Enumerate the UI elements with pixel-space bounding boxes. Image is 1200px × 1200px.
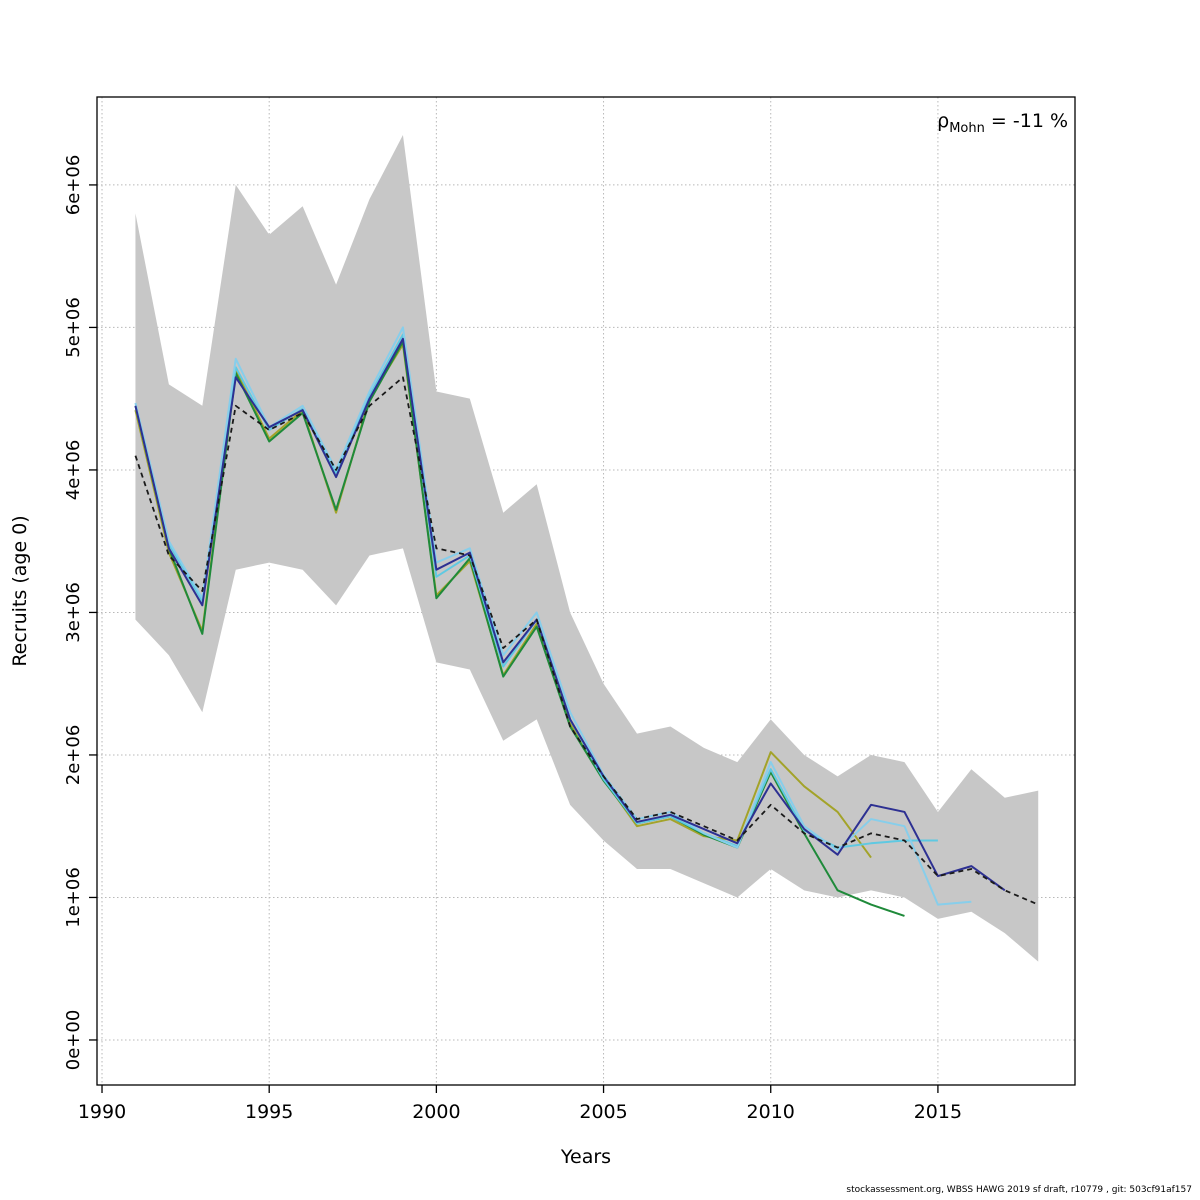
x-tick-label: 1995 (245, 1101, 293, 1123)
rho-subscript: Mohn (949, 120, 985, 136)
plot-border (96, 96, 1076, 1086)
y-tick-label: 1e+06 (63, 867, 84, 928)
y-tick-label: 2e+06 (63, 725, 84, 786)
y-axis-title: Recruits (age 0) (9, 515, 31, 666)
x-axis-title: Years (560, 1146, 611, 1168)
y-tick-label: 3e+06 (63, 582, 84, 643)
mohn-rho-annotation: ρMohn = -11 % (937, 110, 1068, 136)
x-tick-label: 2015 (914, 1101, 962, 1123)
rho-symbol: ρ (937, 110, 950, 132)
y-tick-label: 5e+06 (63, 297, 84, 358)
x-tick-label: 2010 (747, 1101, 795, 1123)
base-assessment-2018-line (134, 376, 1039, 906)
y-tick-label: 0e+00 (63, 1010, 84, 1071)
x-tick-label: 2005 (579, 1101, 627, 1123)
x-tick-label: 1990 (78, 1101, 126, 1123)
retro-peel-2017-line (134, 337, 1006, 892)
retro-peel-2014-line (134, 340, 905, 917)
confidence-band (135, 135, 1039, 962)
footer-attribution: stockassessment.org, WBSS HAWG 2019 sf d… (846, 1185, 1192, 1195)
y-tick-label: 4e+06 (63, 440, 84, 501)
x-tick-label: 2000 (412, 1101, 460, 1123)
rho-value: = -11 % (984, 110, 1068, 132)
y-tick-label: 6e+06 (63, 155, 84, 216)
